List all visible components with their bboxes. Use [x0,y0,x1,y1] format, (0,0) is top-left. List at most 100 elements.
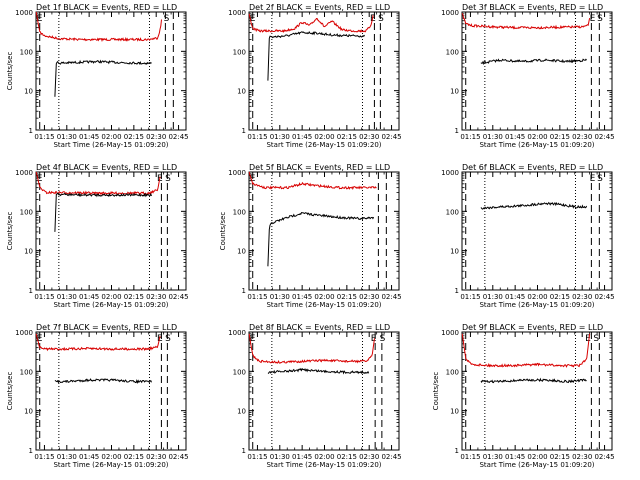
x-tick-label: 01:15 [34,133,54,141]
x-tick-label: 02:00 [314,453,334,461]
x-tick-label: 02:30 [359,453,379,461]
x-tick-label: 01:15 [460,293,480,301]
plot-frame [35,11,187,131]
y-tick-label: 1 [455,287,459,295]
x-tick-label: 02:15 [337,453,357,461]
y-tick-label: 1000 [228,169,246,177]
panel-det-6: Det 6f BLACK = Events, RED = LLD 1 10 100 10… [441,163,614,309]
x-tick-label: 01:15 [34,293,54,301]
y-tick-label: 100 [20,48,33,56]
x-tick-label: 02:15 [337,293,357,301]
x-tick-label: 01:15 [34,453,54,461]
x-tick-label: 01:15 [247,453,267,461]
plot-frame [461,11,613,131]
x-tick-label: 02:45 [594,453,614,461]
x-tick-label: 01:30 [483,293,503,301]
x-tick-label: 01:45 [292,293,312,301]
y-tick-label: 1 [29,447,33,455]
x-axis-label: Start Time (26-May-15 01:09:20) [53,141,168,149]
x-tick-label: 01:45 [505,133,525,141]
y-tick-label: 1000 [15,169,33,177]
series-line-lld [248,13,374,34]
x-axis-label: Start Time (26-May-15 01:09:20) [266,141,381,149]
series-line-events [54,192,152,232]
series-line-lld [35,11,162,43]
x-tick-label: 02:15 [550,133,570,141]
plot-frame [35,171,187,291]
y-tick-label: 10 [24,88,33,96]
marker-label-s: S [165,334,171,344]
series-line-events [480,201,588,210]
y-tick-label: 10 [24,408,33,416]
marker-label-e: E [37,14,43,24]
marker-label-s: S [593,334,599,344]
marker-label-e: E [37,334,43,344]
y-tick-label: 10 [450,248,459,256]
y-axis-label: Counts/sec [432,372,440,411]
x-tick-label: 02:15 [550,293,570,301]
x-tick-label: 02:45 [168,133,188,141]
series-line-lld [461,13,591,30]
series-line-lld [35,333,161,352]
x-tick-label: 01:15 [247,293,267,301]
x-axis-label: Start Time (26-May-15 01:09:20) [53,301,168,309]
panel-title: Det 1f BLACK = Events, RED = LLD [36,3,177,12]
series-line-events [54,378,152,384]
x-tick-label: 02:45 [168,293,188,301]
x-tick-label: 02:00 [101,133,121,141]
series-line-events [267,367,370,375]
y-tick-label: 1000 [441,169,459,177]
y-tick-label: 1 [29,287,33,295]
panel-title: Det 4f BLACK = Events, RED = LLD [36,163,177,172]
panel-det-8: Det 8f BLACK = Events, RED = LLD 1 10 100 10… [228,323,401,469]
panel-title: Det 6f BLACK = Events, RED = LLD [462,163,603,172]
x-tick-label: 01:30 [270,293,290,301]
panel-det-5: Det 5f BLACK = Events, RED = LLD 1 10 100 10… [219,163,402,309]
series-line-events [267,212,375,267]
y-tick-label: 1000 [228,9,246,17]
x-tick-label: 01:30 [270,453,290,461]
x-tick-label: 02:30 [359,133,379,141]
x-tick-label: 01:15 [460,453,480,461]
marker-label-s: S [378,14,384,24]
panel-det-4: Det 4f BLACK = Events, RED = LLD 1 10 100 10… [6,163,189,309]
x-tick-label: 02:00 [527,453,547,461]
panel-det-2: Det 2f BLACK = Events, RED = LLD 1 10 100 10… [228,3,401,149]
x-tick-label: 02:15 [124,453,144,461]
y-tick-label: 1 [455,447,459,455]
x-tick-label: 02:30 [146,133,166,141]
y-tick-label: 100 [233,208,246,216]
x-tick-label: 01:15 [247,133,267,141]
y-axis-label: Counts/sec [6,372,14,411]
panel-det-9: Det 9f BLACK = Events, RED = LLD 1 10 100 10… [432,323,615,469]
x-tick-label: 01:45 [79,133,99,141]
x-tick-label: 02:30 [572,453,592,461]
x-tick-label: 02:00 [101,293,121,301]
y-tick-label: 1000 [228,329,246,337]
plot-frame [248,331,400,451]
y-tick-label: 1000 [15,9,33,17]
y-tick-label: 10 [237,248,246,256]
x-axis-label: Start Time (26-May-15 01:09:20) [479,461,594,469]
x-tick-label: 02:30 [146,453,166,461]
plot-frame [461,331,613,451]
panel-title: Det 8f BLACK = Events, RED = LLD [249,323,390,332]
y-tick-label: 1 [455,127,459,135]
x-tick-label: 02:00 [101,453,121,461]
panel-det-1: Det 1f BLACK = Events, RED = LLD 1 10 100 10… [6,3,189,149]
x-tick-label: 01:30 [270,133,290,141]
series-line-lld [461,333,591,368]
y-tick-label: 100 [233,48,246,56]
y-tick-label: 10 [237,408,246,416]
x-tick-label: 02:15 [550,453,570,461]
x-tick-label: 02:00 [527,133,547,141]
x-tick-label: 01:30 [57,293,77,301]
x-tick-label: 02:00 [527,293,547,301]
marker-label-e: E [590,174,596,184]
x-axis-label: Start Time (26-May-15 01:09:20) [479,301,594,309]
x-tick-label: 01:15 [460,133,480,141]
x-axis-label: Start Time (26-May-15 01:09:20) [266,461,381,469]
x-tick-label: 02:30 [572,133,592,141]
panel-title: Det 5f BLACK = Events, RED = LLD [249,163,390,172]
y-axis-label: Counts/sec [6,52,14,91]
